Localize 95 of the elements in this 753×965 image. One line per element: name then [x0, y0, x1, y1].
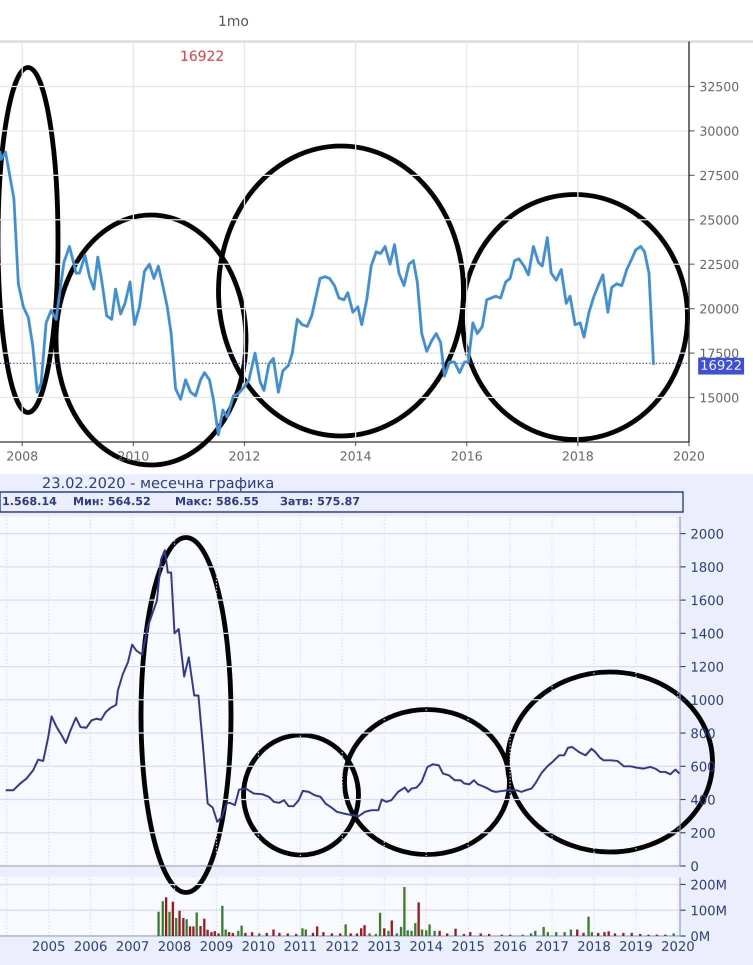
- bar: [172, 902, 174, 936]
- x-tick-label: 2017: [536, 941, 568, 952]
- x-tick-label: 2008: [158, 941, 190, 952]
- annotation: 16922: [182, 50, 223, 62]
- bar: [330, 933, 333, 936]
- bar: [414, 923, 416, 936]
- x-tick-label: 2016: [494, 941, 526, 952]
- x-tick-label: 2019: [620, 941, 652, 952]
- bar: [304, 930, 307, 936]
- x-tick-label: 2016: [452, 451, 482, 461]
- bar: [278, 932, 281, 936]
- bar: [555, 932, 558, 936]
- y-tick-label: 17500: [700, 348, 738, 358]
- bar: [542, 926, 545, 936]
- y-tick-label: 32500: [700, 82, 738, 92]
- bar: [608, 931, 610, 936]
- y-tick-label: 1200: [692, 662, 724, 672]
- x-tick-label: 2011: [284, 941, 316, 952]
- bar: [534, 930, 536, 936]
- bar: [396, 933, 398, 936]
- x-tick-label: 2008: [7, 451, 38, 461]
- bar: [192, 926, 195, 936]
- bar: [344, 924, 347, 936]
- bar: [418, 902, 420, 936]
- bar: [446, 933, 448, 936]
- y-tick-label: 2000: [691, 528, 724, 539]
- bar: [480, 933, 482, 936]
- bar: [360, 928, 362, 936]
- bar: [339, 933, 342, 936]
- bar: [196, 912, 198, 936]
- bar: [186, 919, 188, 936]
- y-tick-label: 1600: [692, 595, 724, 606]
- bar: [403, 887, 406, 936]
- bar: [266, 932, 268, 936]
- bar: [175, 918, 178, 936]
- bar: [286, 933, 289, 936]
- bar: [162, 901, 164, 936]
- y-tick-label: 30000: [700, 126, 738, 136]
- x-tick-label: 2009: [200, 941, 232, 952]
- x-tick-label: 2006: [74, 941, 107, 952]
- y-tick-label: 1400: [692, 628, 724, 639]
- bar: [597, 932, 600, 936]
- x-tick-label: 2020: [674, 451, 704, 461]
- text: Мин: 564.52: [74, 496, 150, 506]
- y-tick-label: 25000: [700, 215, 738, 225]
- bar: [250, 932, 254, 936]
- y-tick-label: 200M: [691, 880, 726, 890]
- chart-subtitle: 23.02.2020 - месечна графика: [43, 477, 273, 492]
- bar: [383, 928, 386, 936]
- bar: [214, 931, 216, 936]
- x-tick-label: 2014: [340, 451, 371, 461]
- line-series: [0, 150, 655, 436]
- text: 1.568.14: [3, 496, 56, 506]
- bar: [672, 933, 675, 936]
- x-tick-label: 2010: [242, 941, 274, 952]
- x-tick-label: 2012: [229, 451, 260, 461]
- bar: [622, 932, 625, 936]
- bar: [438, 930, 441, 936]
- ref-line-label: 16922: [702, 360, 741, 370]
- x-tick-label: 2014: [410, 941, 442, 952]
- y-tick-label: 0: [691, 861, 698, 872]
- bar: [221, 906, 224, 936]
- bar: [232, 932, 234, 936]
- line-series: [6, 549, 680, 823]
- bar: [563, 932, 566, 936]
- y-tick-label: 200: [691, 828, 715, 838]
- y-tick-label: 1000: [692, 695, 724, 706]
- bar: [390, 920, 393, 936]
- x-tick-label: 2013: [368, 941, 400, 952]
- x-tick-label: 2018: [562, 451, 593, 461]
- x-tick-label: 2020: [662, 941, 694, 952]
- y-tick-label: 22500: [700, 260, 738, 270]
- bar: [469, 932, 472, 936]
- text: Затв: 575.87: [280, 496, 360, 506]
- bar: [258, 933, 260, 936]
- text: Макс: 586.55: [176, 496, 258, 506]
- bar: [576, 930, 578, 936]
- bar: [630, 932, 633, 936]
- x-tick-label: 2018: [578, 941, 610, 952]
- x-tick-label: 2005: [32, 941, 64, 952]
- text: 1mo: [220, 16, 248, 26]
- bar: [350, 933, 352, 936]
- bar: [164, 897, 168, 936]
- bar: [240, 926, 243, 936]
- bar: [316, 926, 318, 936]
- y-tick-label: 20000: [700, 304, 738, 314]
- x-tick-label: 2007: [116, 941, 148, 952]
- bar: [203, 918, 206, 936]
- y-tick-label: 15000: [700, 393, 738, 402]
- y-tick-label: 0M: [691, 931, 709, 942]
- x-tick-label: 2015: [452, 941, 484, 952]
- x-tick-label: 2012: [326, 941, 358, 952]
- y-tick-label: 100M: [692, 905, 726, 916]
- y-tick-label: 27500: [700, 170, 738, 180]
- y-tick-label: 1800: [692, 562, 724, 572]
